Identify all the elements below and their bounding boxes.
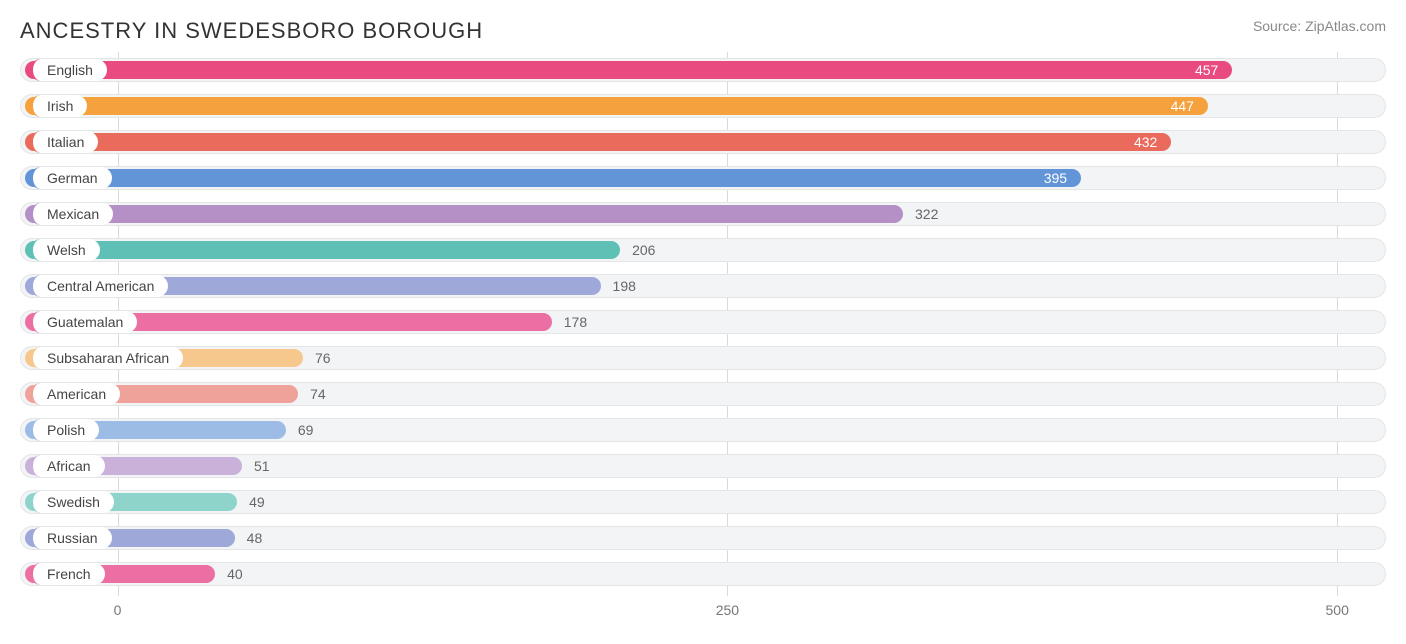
bar-fill xyxy=(25,205,903,223)
chart-header: ANCESTRY IN SWEDESBORO BOROUGH Source: Z… xyxy=(0,0,1406,52)
bar-value: 198 xyxy=(613,278,636,294)
bar-label: Guatemalan xyxy=(30,311,137,333)
bar-label: Mexican xyxy=(30,203,113,225)
bar-label: German xyxy=(30,167,112,189)
bar-value: 49 xyxy=(249,494,265,510)
bar-value: 178 xyxy=(564,314,587,330)
bar-value: 74 xyxy=(310,386,326,402)
x-tick-label: 0 xyxy=(114,602,122,618)
bar-label: Irish xyxy=(30,95,87,117)
bar-row: Mexican 322 xyxy=(20,200,1386,228)
bar-row: Swedish 49 xyxy=(20,488,1386,516)
bar-label: Subsaharan African xyxy=(30,347,183,369)
bar-value: 457 xyxy=(1195,62,1218,78)
bar-value: 48 xyxy=(247,530,263,546)
x-axis: 0 250 500 xyxy=(20,596,1386,626)
bar-row: Italian 432 xyxy=(20,128,1386,156)
bar-fill xyxy=(25,97,1208,115)
bar-track xyxy=(20,562,1386,586)
bar-row: French 40 xyxy=(20,560,1386,588)
bar-row: Guatemalan 178 xyxy=(20,308,1386,336)
chart-title: ANCESTRY IN SWEDESBORO BOROUGH xyxy=(20,18,483,44)
bar-value: 447 xyxy=(1171,98,1194,114)
chart-source: Source: ZipAtlas.com xyxy=(1253,18,1386,34)
bar-label: Italian xyxy=(30,131,98,153)
bar-label: Russian xyxy=(30,527,112,549)
bar-value: 69 xyxy=(298,422,314,438)
bar-row: Subsaharan African 76 xyxy=(20,344,1386,372)
bar-fill xyxy=(25,241,620,259)
bar-value: 322 xyxy=(915,206,938,222)
bar-row: African 51 xyxy=(20,452,1386,480)
bar-value: 206 xyxy=(632,242,655,258)
bar-label: French xyxy=(30,563,105,585)
x-tick-label: 250 xyxy=(716,602,739,618)
bar-value: 51 xyxy=(254,458,270,474)
chart-area: English 457 Irish 447 Italian 432 German 395 Mex… xyxy=(0,52,1406,626)
bar-label: African xyxy=(30,455,105,477)
bar-label: Central American xyxy=(30,275,168,297)
bar-value: 40 xyxy=(227,566,243,582)
bar-fill xyxy=(25,61,1232,79)
bar-row: Welsh 206 xyxy=(20,236,1386,264)
bar-fill xyxy=(25,133,1171,151)
bar-label: English xyxy=(30,59,107,81)
x-tick-label: 500 xyxy=(1326,602,1349,618)
bar-label: Polish xyxy=(30,419,99,441)
bar-row: Irish 447 xyxy=(20,92,1386,120)
bar-fill xyxy=(25,169,1081,187)
bar-row: Polish 69 xyxy=(20,416,1386,444)
bar-row: Russian 48 xyxy=(20,524,1386,552)
bar-row: Central American 198 xyxy=(20,272,1386,300)
bar-label: Swedish xyxy=(30,491,114,513)
bar-row: German 395 xyxy=(20,164,1386,192)
bar-value: 76 xyxy=(315,350,331,366)
bar-row: English 457 xyxy=(20,56,1386,84)
bar-value: 432 xyxy=(1134,134,1157,150)
bar-row: American 74 xyxy=(20,380,1386,408)
bars-container: English 457 Irish 447 Italian 432 German 395 Mex… xyxy=(20,56,1386,588)
bar-label: Welsh xyxy=(30,239,100,261)
bar-value: 395 xyxy=(1044,170,1067,186)
bar-label: American xyxy=(30,383,120,405)
